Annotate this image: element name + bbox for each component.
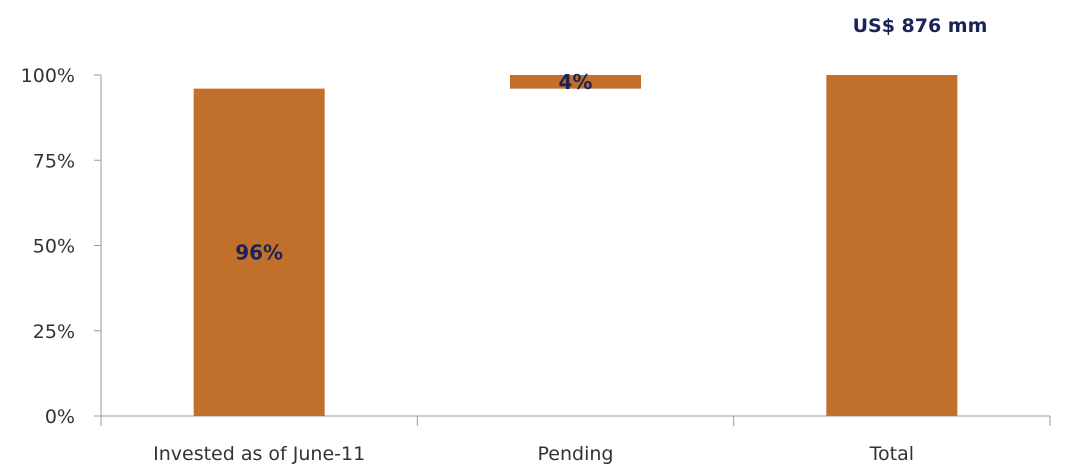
total-annotation: US$ 876 mm — [853, 15, 988, 37]
y-tick-label: 75% — [33, 150, 75, 172]
axes: 0% 25% 50% 75% 100% Invested as of June-11 Pen… — [21, 65, 1051, 465]
y-tick-label: 25% — [33, 321, 75, 343]
bar — [510, 75, 641, 89]
x-tick-label: Invested as of June-11 — [153, 443, 365, 465]
bar — [826, 75, 958, 416]
y-tick-label: 100% — [21, 65, 75, 87]
x-tick-label: Pending — [538, 443, 614, 465]
data-label: 4% — [559, 70, 593, 94]
labels: 96% 4% — [235, 70, 592, 265]
data-label: 96% — [235, 240, 283, 264]
bar — [193, 88, 325, 416]
y-tick-label: 50% — [33, 236, 75, 258]
x-tick-label: Total — [869, 443, 914, 465]
bars — [193, 75, 958, 416]
y-tick-label: 0% — [45, 406, 75, 428]
